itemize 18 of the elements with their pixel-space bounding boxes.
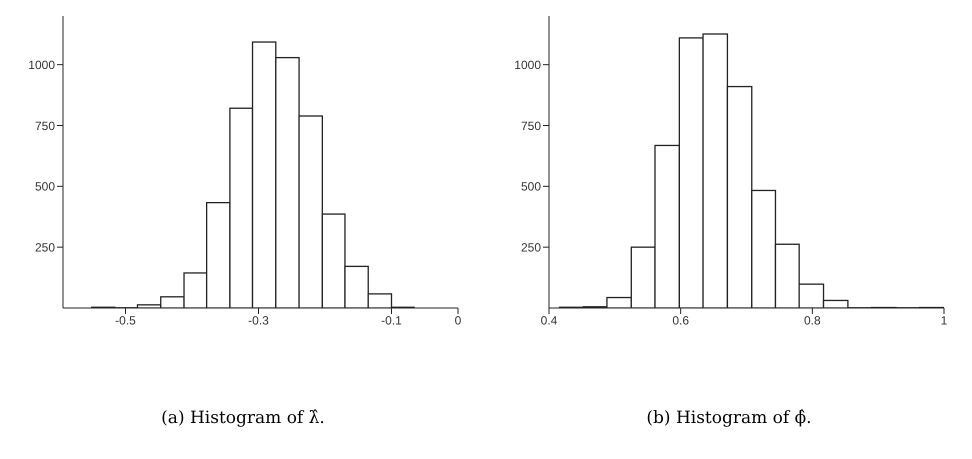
y-tick-label: 750	[520, 118, 542, 133]
y-tick-label: 250	[34, 240, 56, 254]
y-tick-label: 500	[520, 180, 542, 194]
x-tick-label: 0.8	[804, 314, 821, 328]
x-tick-label: 0	[454, 314, 462, 328]
x-tick-label: -0.3	[248, 314, 270, 328]
x-tick-label: 1	[940, 314, 948, 328]
text: (b) Histogram of ϕ̂.	[645, 408, 813, 428]
x-tick-label: 0.6	[672, 314, 690, 328]
y-tick-label: 750	[34, 118, 56, 133]
text: (a) Histogram of λ̂.	[160, 408, 326, 428]
x-tick-label: -0.5	[115, 314, 136, 328]
y-tick-label: 1000	[28, 58, 56, 72]
x-tick-label: 0.4	[540, 314, 558, 328]
x-tick-label: -0.1	[381, 314, 402, 328]
y-tick-label: 250	[520, 240, 542, 254]
y-tick-label: 1000	[514, 58, 542, 72]
y-tick-label: 500	[34, 180, 56, 194]
